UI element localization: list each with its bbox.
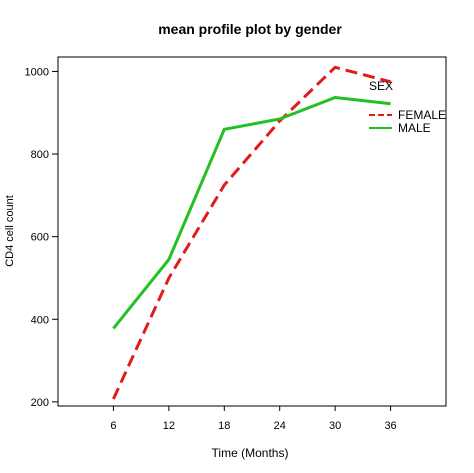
series-lines xyxy=(112,65,391,400)
x-tick-label: 6 xyxy=(110,420,116,432)
y-tick-label: 400 xyxy=(31,314,49,326)
x-tick-label: 36 xyxy=(384,420,396,432)
x-axis-label: Time (Months) xyxy=(212,446,289,460)
x-tick-label: 24 xyxy=(274,420,286,432)
y-tick-label: 600 xyxy=(31,232,49,244)
x-tick-label: 12 xyxy=(163,420,175,432)
y-axis-label: CD4 cell count xyxy=(4,195,16,267)
plot-frame xyxy=(57,56,447,407)
legend-label: FEMALE xyxy=(398,108,446,122)
series-line-female xyxy=(112,65,391,400)
legend-title: SEX xyxy=(369,79,393,93)
x-tick-label: 18 xyxy=(218,420,230,432)
y-tick-label: 1000 xyxy=(25,66,49,78)
x-tick-label: 30 xyxy=(329,420,341,432)
legend-label: MALE xyxy=(398,121,431,135)
series-line-male xyxy=(112,96,391,330)
y-tick-label: 200 xyxy=(31,397,49,409)
x-axis: 6 12 18 24 30 36 xyxy=(110,406,397,432)
y-tick-label: 800 xyxy=(31,149,49,161)
y-axis: 200 400 600 800 1000 xyxy=(25,66,58,409)
chart-title: mean profile plot by gender xyxy=(158,21,342,37)
